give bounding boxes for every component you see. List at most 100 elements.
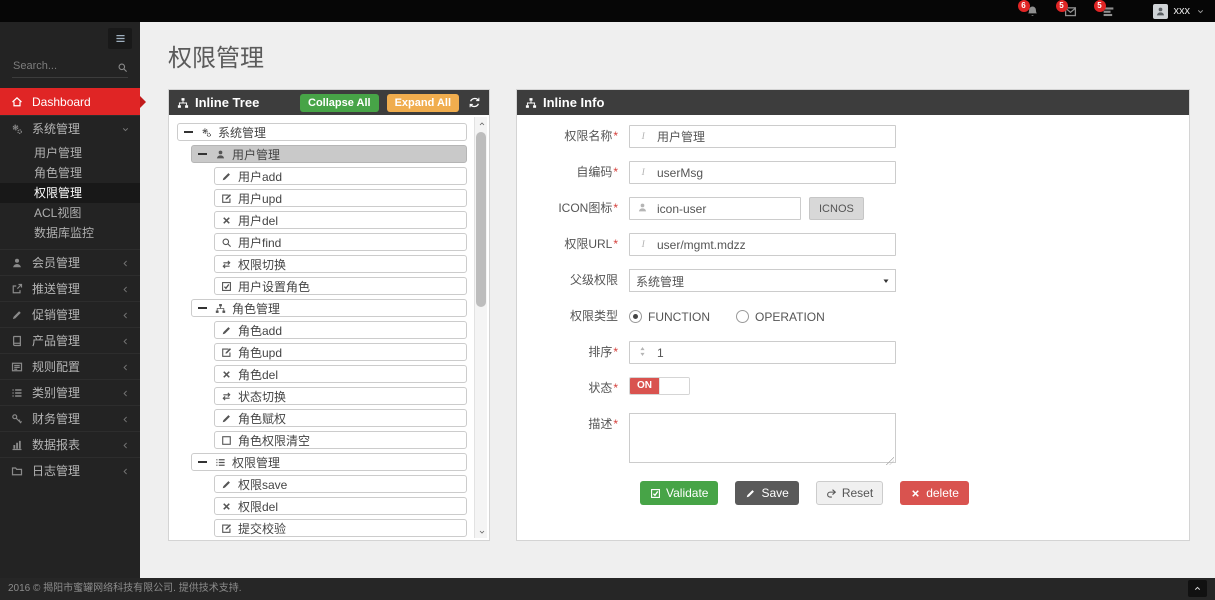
input-wrap: [629, 197, 801, 220]
sidebar-item-9[interactable]: 数据报表: [0, 431, 140, 457]
status-toggle[interactable]: ON: [629, 377, 690, 395]
scroll-down-arrow[interactable]: [475, 525, 488, 538]
radio-option[interactable]: OPERATION: [736, 310, 825, 324]
sidebar-item-7[interactable]: 类别管理: [0, 379, 140, 405]
tree-node[interactable]: 角色管理: [191, 299, 467, 317]
ICON图标-input[interactable]: [629, 197, 801, 220]
tree-node-label: 角色add: [238, 323, 283, 338]
chevron-down-icon: [121, 122, 130, 136]
collapse-minus-icon[interactable]: [198, 153, 207, 155]
父级权限-select[interactable]: 系统管理: [629, 269, 896, 292]
edit-icon: [221, 347, 232, 358]
sidebar-subitem[interactable]: 用户管理: [34, 146, 83, 160]
save-button[interactable]: Save: [735, 481, 799, 505]
sidebar-item-4[interactable]: 促销管理: [0, 301, 140, 327]
描述-textarea[interactable]: [629, 413, 896, 463]
collapse-minus-icon[interactable]: [198, 461, 207, 463]
权限URL-input[interactable]: [629, 233, 896, 256]
tree-node[interactable]: 提交校验: [214, 519, 467, 537]
envelope-icon-button[interactable]: 5: [1055, 0, 1079, 19]
sidebar-item-8[interactable]: 财务管理: [0, 405, 140, 431]
tree-node[interactable]: 权限切换: [214, 255, 467, 273]
collapse-minus-icon[interactable]: [184, 131, 193, 133]
list-icon: [10, 387, 24, 399]
tree-node[interactable]: 用户管理: [191, 145, 467, 163]
icons-picker-button[interactable]: ICNOS: [809, 197, 864, 220]
radio-button[interactable]: [629, 310, 642, 323]
notification-badge: 5: [1055, 0, 1068, 12]
sitemap-icon: [525, 97, 537, 109]
scroll-up-arrow[interactable]: [475, 117, 488, 130]
tree-node[interactable]: 用户find: [214, 233, 467, 251]
tree-node[interactable]: 角色upd: [214, 343, 467, 361]
edit-icon: [221, 193, 232, 204]
sidebar-item-3[interactable]: 推送管理: [0, 275, 140, 301]
tree-node[interactable]: 角色赋权: [214, 409, 467, 427]
sidebar-item-10[interactable]: 日志管理: [0, 457, 140, 483]
pencil-icon: [221, 479, 232, 490]
footer: 2016 © 揭阳市蜜罐网络科技有限公司. 提供技术支持.: [0, 578, 1215, 600]
tree-node[interactable]: 用户设置角色: [214, 277, 467, 295]
field-control: 系统管理: [629, 269, 896, 292]
chevron-left-icon: [121, 438, 130, 452]
scrollbar-thumb[interactable]: [476, 132, 486, 307]
radio-option[interactable]: FUNCTION: [629, 310, 710, 324]
expand-all-button[interactable]: Expand All: [386, 93, 459, 112]
sidebar-toggle-button[interactable]: [108, 28, 132, 49]
tasks-icon-button[interactable]: 5: [1093, 0, 1117, 19]
tree-node[interactable]: 用户upd: [214, 189, 467, 207]
validate-button[interactable]: Validate: [640, 481, 719, 505]
required-asterisk: *: [613, 345, 618, 359]
sidebar-subitem[interactable]: 权限管理: [0, 183, 140, 203]
sidebar-subitem[interactable]: 角色管理: [34, 166, 83, 180]
tree-node[interactable]: 用户del: [214, 211, 467, 229]
bell-icon-button[interactable]: 6: [1017, 0, 1041, 19]
sidebar-item-1[interactable]: 系统管理: [0, 115, 140, 141]
sidebar-subitem[interactable]: ACL视图: [34, 206, 82, 220]
tree-node[interactable]: 权限管理: [191, 453, 467, 471]
sidebar-item-5[interactable]: 产品管理: [0, 327, 140, 353]
tree-node-label: 用户find: [238, 235, 282, 250]
sidebar-subitem[interactable]: 数据库监控: [34, 226, 95, 240]
resize-grip[interactable]: [886, 457, 894, 465]
scroll-to-top-button[interactable]: [1188, 580, 1207, 597]
radio-group: FUNCTION OPERATION: [629, 305, 851, 328]
field-control: ICNOS: [629, 197, 864, 220]
user-menu[interactable]: xxx: [1152, 2, 1206, 20]
chevron-left-icon: [121, 412, 130, 426]
user-avatar: [1152, 3, 1168, 19]
reset-button[interactable]: Reset: [815, 481, 884, 505]
edit-icon: [221, 523, 232, 534]
x-icon: [221, 501, 232, 512]
tree-node[interactable]: 权限save: [214, 475, 467, 493]
sitemap-icon: [177, 97, 189, 109]
field-control: ON: [629, 377, 690, 395]
radio-button[interactable]: [736, 310, 749, 323]
sidebar-item-label: 数据报表: [32, 438, 81, 452]
sidebar-item-6[interactable]: 规则配置: [0, 353, 140, 379]
权限名称-input[interactable]: [629, 125, 896, 148]
collapse-all-button[interactable]: Collapse All: [300, 93, 379, 112]
tree-node[interactable]: 用户add: [214, 167, 467, 185]
tree-node[interactable]: 状态切换: [214, 387, 467, 405]
tree-node[interactable]: 系统管理: [177, 123, 467, 141]
radio-label: OPERATION: [755, 309, 825, 324]
collapse-minus-icon[interactable]: [198, 307, 207, 309]
search-icon[interactable]: [117, 59, 128, 77]
tree-node[interactable]: 角色add: [214, 321, 467, 339]
sidebar-item-2[interactable]: 会员管理: [0, 249, 140, 275]
tree-node[interactable]: 权限del: [214, 497, 467, 515]
refresh-icon[interactable]: [468, 96, 481, 109]
tree-node[interactable]: 角色del: [214, 365, 467, 383]
sidebar-item-0[interactable]: Dashboard: [0, 88, 146, 115]
tree-node-label: 用户管理: [232, 147, 281, 162]
pencil-icon: [221, 171, 232, 182]
自编码-input[interactable]: [629, 161, 896, 184]
field-label: 状态*: [588, 381, 618, 395]
search-input[interactable]: [12, 55, 128, 77]
user-icon: [10, 257, 24, 269]
排序-input[interactable]: [629, 341, 896, 364]
sidebar-item-label: 系统管理: [32, 122, 81, 136]
tree-node[interactable]: 角色权限清空: [214, 431, 467, 449]
delete-button[interactable]: delete: [900, 481, 969, 505]
